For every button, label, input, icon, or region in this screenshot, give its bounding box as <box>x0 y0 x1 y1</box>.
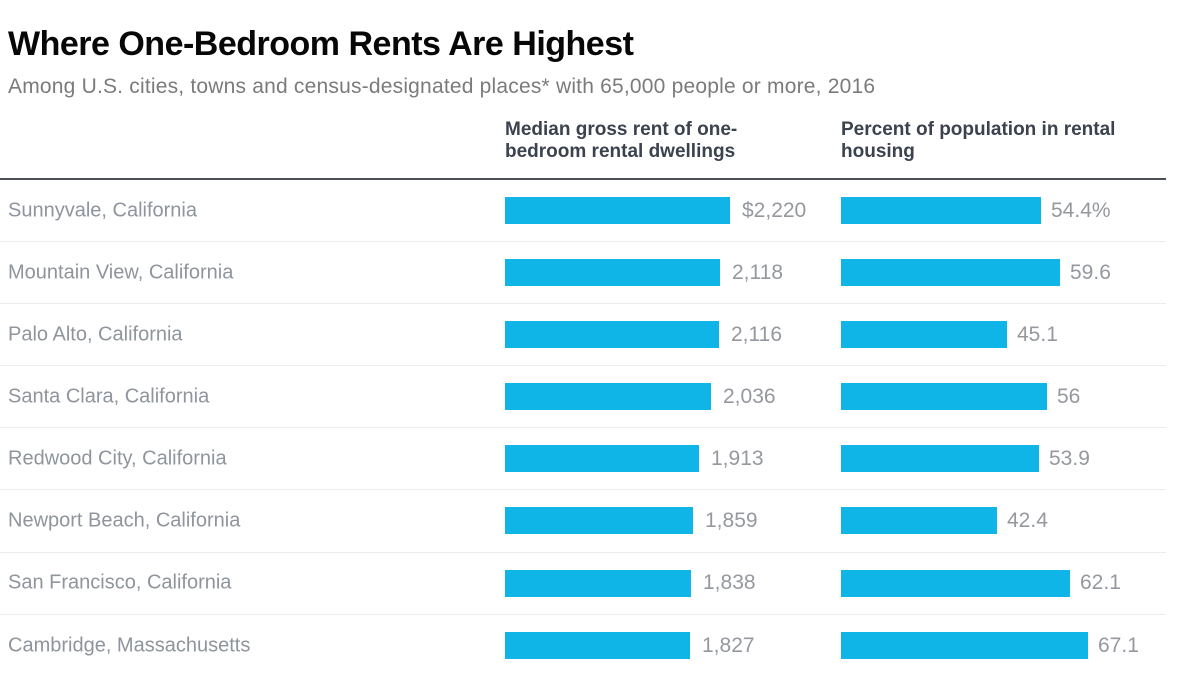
rent-value: $2,220 <box>742 198 807 222</box>
header-divider <box>0 178 1166 180</box>
rent-value: 2,036 <box>723 384 776 408</box>
rent-value: 2,116 <box>731 322 782 346</box>
pct-value: 62.1 <box>1080 571 1121 595</box>
rows: Sunnyvale, California $2,220 54.4% Mountain… <box>0 180 1200 677</box>
rent-bar <box>505 259 720 287</box>
pct-value: 59.6 <box>1070 260 1111 284</box>
table-row: Mountain View, California 2,118 59.6 <box>0 242 1166 305</box>
pct-value: 42.4 <box>1007 509 1048 533</box>
pct-bar <box>841 321 1007 349</box>
row-label: Cambridge, Massachusetts <box>8 634 251 657</box>
pct-bar <box>841 507 997 535</box>
row-label: Redwood City, California <box>8 447 227 470</box>
rent-value: 1,913 <box>711 446 764 470</box>
row-label: Santa Clara, California <box>8 385 210 408</box>
rent-value: 2,118 <box>732 260 783 284</box>
pct-bar <box>841 445 1039 473</box>
table-row: Redwood City, California 1,913 53.9 <box>0 428 1166 491</box>
table-row: San Francisco, California 1,838 62.1 <box>0 553 1166 615</box>
pct-value: 67.1 <box>1098 633 1139 657</box>
table-row: Sunnyvale, California $2,220 54.4% <box>0 180 1166 243</box>
pct-value: 53.9 <box>1049 446 1090 470</box>
row-label: Mountain View, California <box>8 261 234 284</box>
rent-value: 1,859 <box>705 509 758 533</box>
chart-title: Where One-Bedroom Rents Are Highest <box>8 25 634 63</box>
row-label: Palo Alto, California <box>8 323 183 346</box>
pct-bar <box>841 569 1070 597</box>
rent-bar <box>505 321 719 349</box>
rent-bar <box>505 631 690 659</box>
pct-value: 54.4% <box>1051 198 1111 222</box>
rent-column-header: Median gross rent of one-bedroom rental … <box>505 119 738 162</box>
pct-column-header: Percent of population in rental housing <box>841 119 1116 162</box>
pct-bar <box>841 259 1060 287</box>
pct-value: 45.1 <box>1017 322 1058 346</box>
rent-value: 1,838 <box>703 571 756 595</box>
row-label: Newport Beach, California <box>8 509 241 532</box>
rent-bar <box>505 569 691 597</box>
rent-bar <box>505 445 699 473</box>
row-label: San Francisco, California <box>8 571 232 594</box>
row-label: Sunnyvale, California <box>8 199 197 222</box>
rent-bar <box>505 507 693 535</box>
table-row: Newport Beach, California 1,859 42.4 <box>0 490 1166 553</box>
rent-bar <box>505 197 730 224</box>
pct-bar <box>841 631 1088 659</box>
table-row: Palo Alto, California 2,116 45.1 <box>0 304 1166 367</box>
chart-subtitle: Among U.S. cities, towns and census-desi… <box>8 75 876 98</box>
pct-bar <box>841 197 1041 224</box>
table-row: Cambridge, Massachusetts 1,827 67.1 <box>0 615 1166 677</box>
table-row: Santa Clara, California 2,036 56 <box>0 366 1166 429</box>
rent-value: 1,827 <box>702 633 755 657</box>
rent-bar <box>505 383 711 411</box>
pct-value: 56 <box>1057 384 1081 408</box>
pct-bar <box>841 383 1047 411</box>
